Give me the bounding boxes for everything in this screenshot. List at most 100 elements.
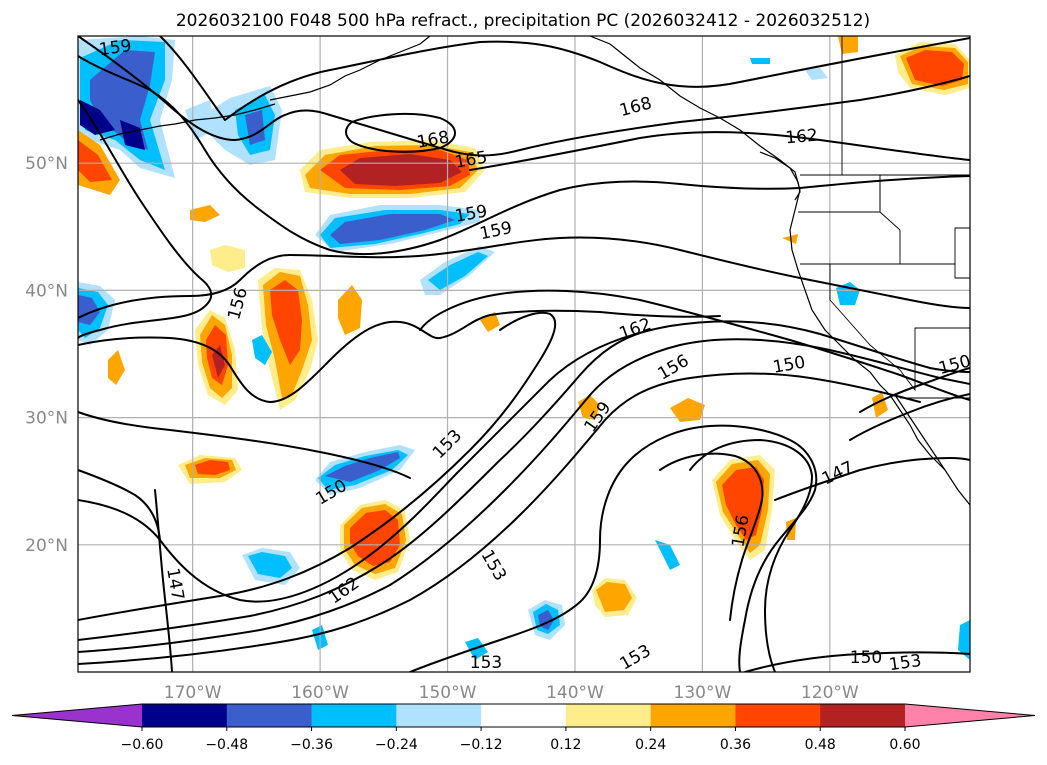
contour-jet-3 [78,338,970,653]
contour-162-north [469,131,970,171]
contour-168-north [159,36,970,121]
contour-147 [689,439,813,672]
contour-e-156 [659,452,764,621]
shade-s-orange [596,582,632,612]
shade-ne2-orange [838,36,858,54]
coast-alaska-se [589,36,801,191]
contour-e-153 [849,393,970,441]
y-tick-label: 50°N [25,154,68,174]
axis-ticks: 170°W 160°W 150°W 140°W 130°W 120°W 50°N 40°N 30… [25,154,859,703]
contour-147-w [154,489,173,672]
map-frame [77,35,971,673]
political-borders [798,36,970,399]
contour-jet-2 [78,329,651,641]
colorbar-label: −0.36 [290,737,333,753]
shade-wc-red [270,280,302,365]
shade-small-orange-1 [190,205,220,222]
contour-147-b [774,457,970,501]
contour-165 [78,36,970,157]
colorbar-label: −0.24 [375,737,418,753]
colorbar-swatch [481,704,567,727]
x-tick-label: 150°W [419,683,477,703]
coast-west-us [789,189,970,506]
colorbar-swatch [396,704,482,727]
shade-e-red [722,467,764,540]
shade-ne-blue2 [805,68,828,80]
contour-s-153 [409,424,818,672]
x-tick-label: 160°W [291,683,349,703]
colorbar-swatch [820,704,906,727]
contour-159-north [78,55,970,256]
contour-150-s [744,651,970,672]
shade-wc2-dark [212,345,225,378]
shade-midblue-dark [330,214,455,244]
shade-nw-navy2 [120,120,145,150]
x-tick-label: 120°W [801,683,859,703]
coast-alaska [269,36,431,101]
shade-small-blue-1 [252,335,272,365]
height-contours [78,36,970,672]
contour-156-mid [78,236,970,319]
border-ut [954,227,970,279]
shade-nw-navy [80,100,115,135]
contour-s-loop-1 [419,289,970,401]
shade-e-orange-2 [782,234,798,244]
shade-wc-orange2-r [195,460,230,475]
contour-label: 159 [98,36,133,60]
contour-label: 153 [888,651,923,675]
colorbar-extend-low [12,704,142,727]
colorbar-label: 0.60 [889,737,920,753]
contour-label: 150 [850,648,882,668]
x-tick-label: 170°W [164,683,222,703]
shade-ne-blue3 [750,58,770,64]
shade-e-blue-s2 [958,620,970,660]
y-tick-label: 20°N [25,536,68,556]
y-tick-label: 40°N [25,281,68,301]
shade-ne-blue [836,282,860,305]
border-id [879,175,901,264]
colorbar-swatch [226,704,313,727]
chart-title: 2026032100 F048 500 hPa refract., precip… [176,11,870,31]
shade-small-yellow-1 [210,245,245,272]
shade-sw-blue-mid [248,552,292,578]
colorbar-label: 0.36 [720,737,751,753]
shade-west-red [78,140,112,182]
contour-label: 162 [785,126,819,149]
colorbar-label: −0.48 [205,737,248,753]
contour-168-loop [345,112,456,153]
contour-159-mid [78,99,213,339]
colorbar-swatch [650,704,736,727]
colorbar-label: −0.12 [460,737,503,753]
contour-sw-147 [78,469,161,541]
y-tick-label: 30°N [25,409,68,429]
shade-small-orange-4 [480,312,500,332]
shade-blue-2b [428,252,488,290]
shade-west-blue3 [78,295,100,325]
colorbar-swatch [735,704,821,727]
contour-mid-loop [78,309,721,403]
shade-mid-orange-2 [670,398,705,422]
colorbar-extend-high [905,704,1035,727]
contour-jet-4 [78,372,921,665]
contour-label: 153 [470,653,502,673]
border-ca-nv [829,264,970,392]
colorbar-swatch [142,704,228,727]
shade-mid-blue-dark [325,452,400,482]
contour-153 [78,320,970,603]
x-tick-label: 130°W [674,683,732,703]
shade-small-orange-3 [108,350,125,385]
map-panel: 159 168 165 168 162 159 159 156 162 150 … [25,35,973,703]
shade-small-orange-2 [338,285,362,335]
colorbar-label: 0.12 [550,737,581,753]
shade-s-blue-small2 [465,638,488,660]
colorbar-swatch [565,704,652,727]
shade-ne-red [906,50,964,86]
colorbar-label: 0.48 [805,737,836,753]
contour-e-150 [859,367,970,413]
shade-e-blue-s [655,540,680,570]
colorbar-label: 0.24 [635,737,666,753]
coast-vancouver [759,151,801,201]
colorbar: −0.60 −0.48 −0.36 −0.24 −0.12 0.12 0.24 0.36 0.4… [11,703,1036,753]
shade-central-darkred [340,154,462,186]
